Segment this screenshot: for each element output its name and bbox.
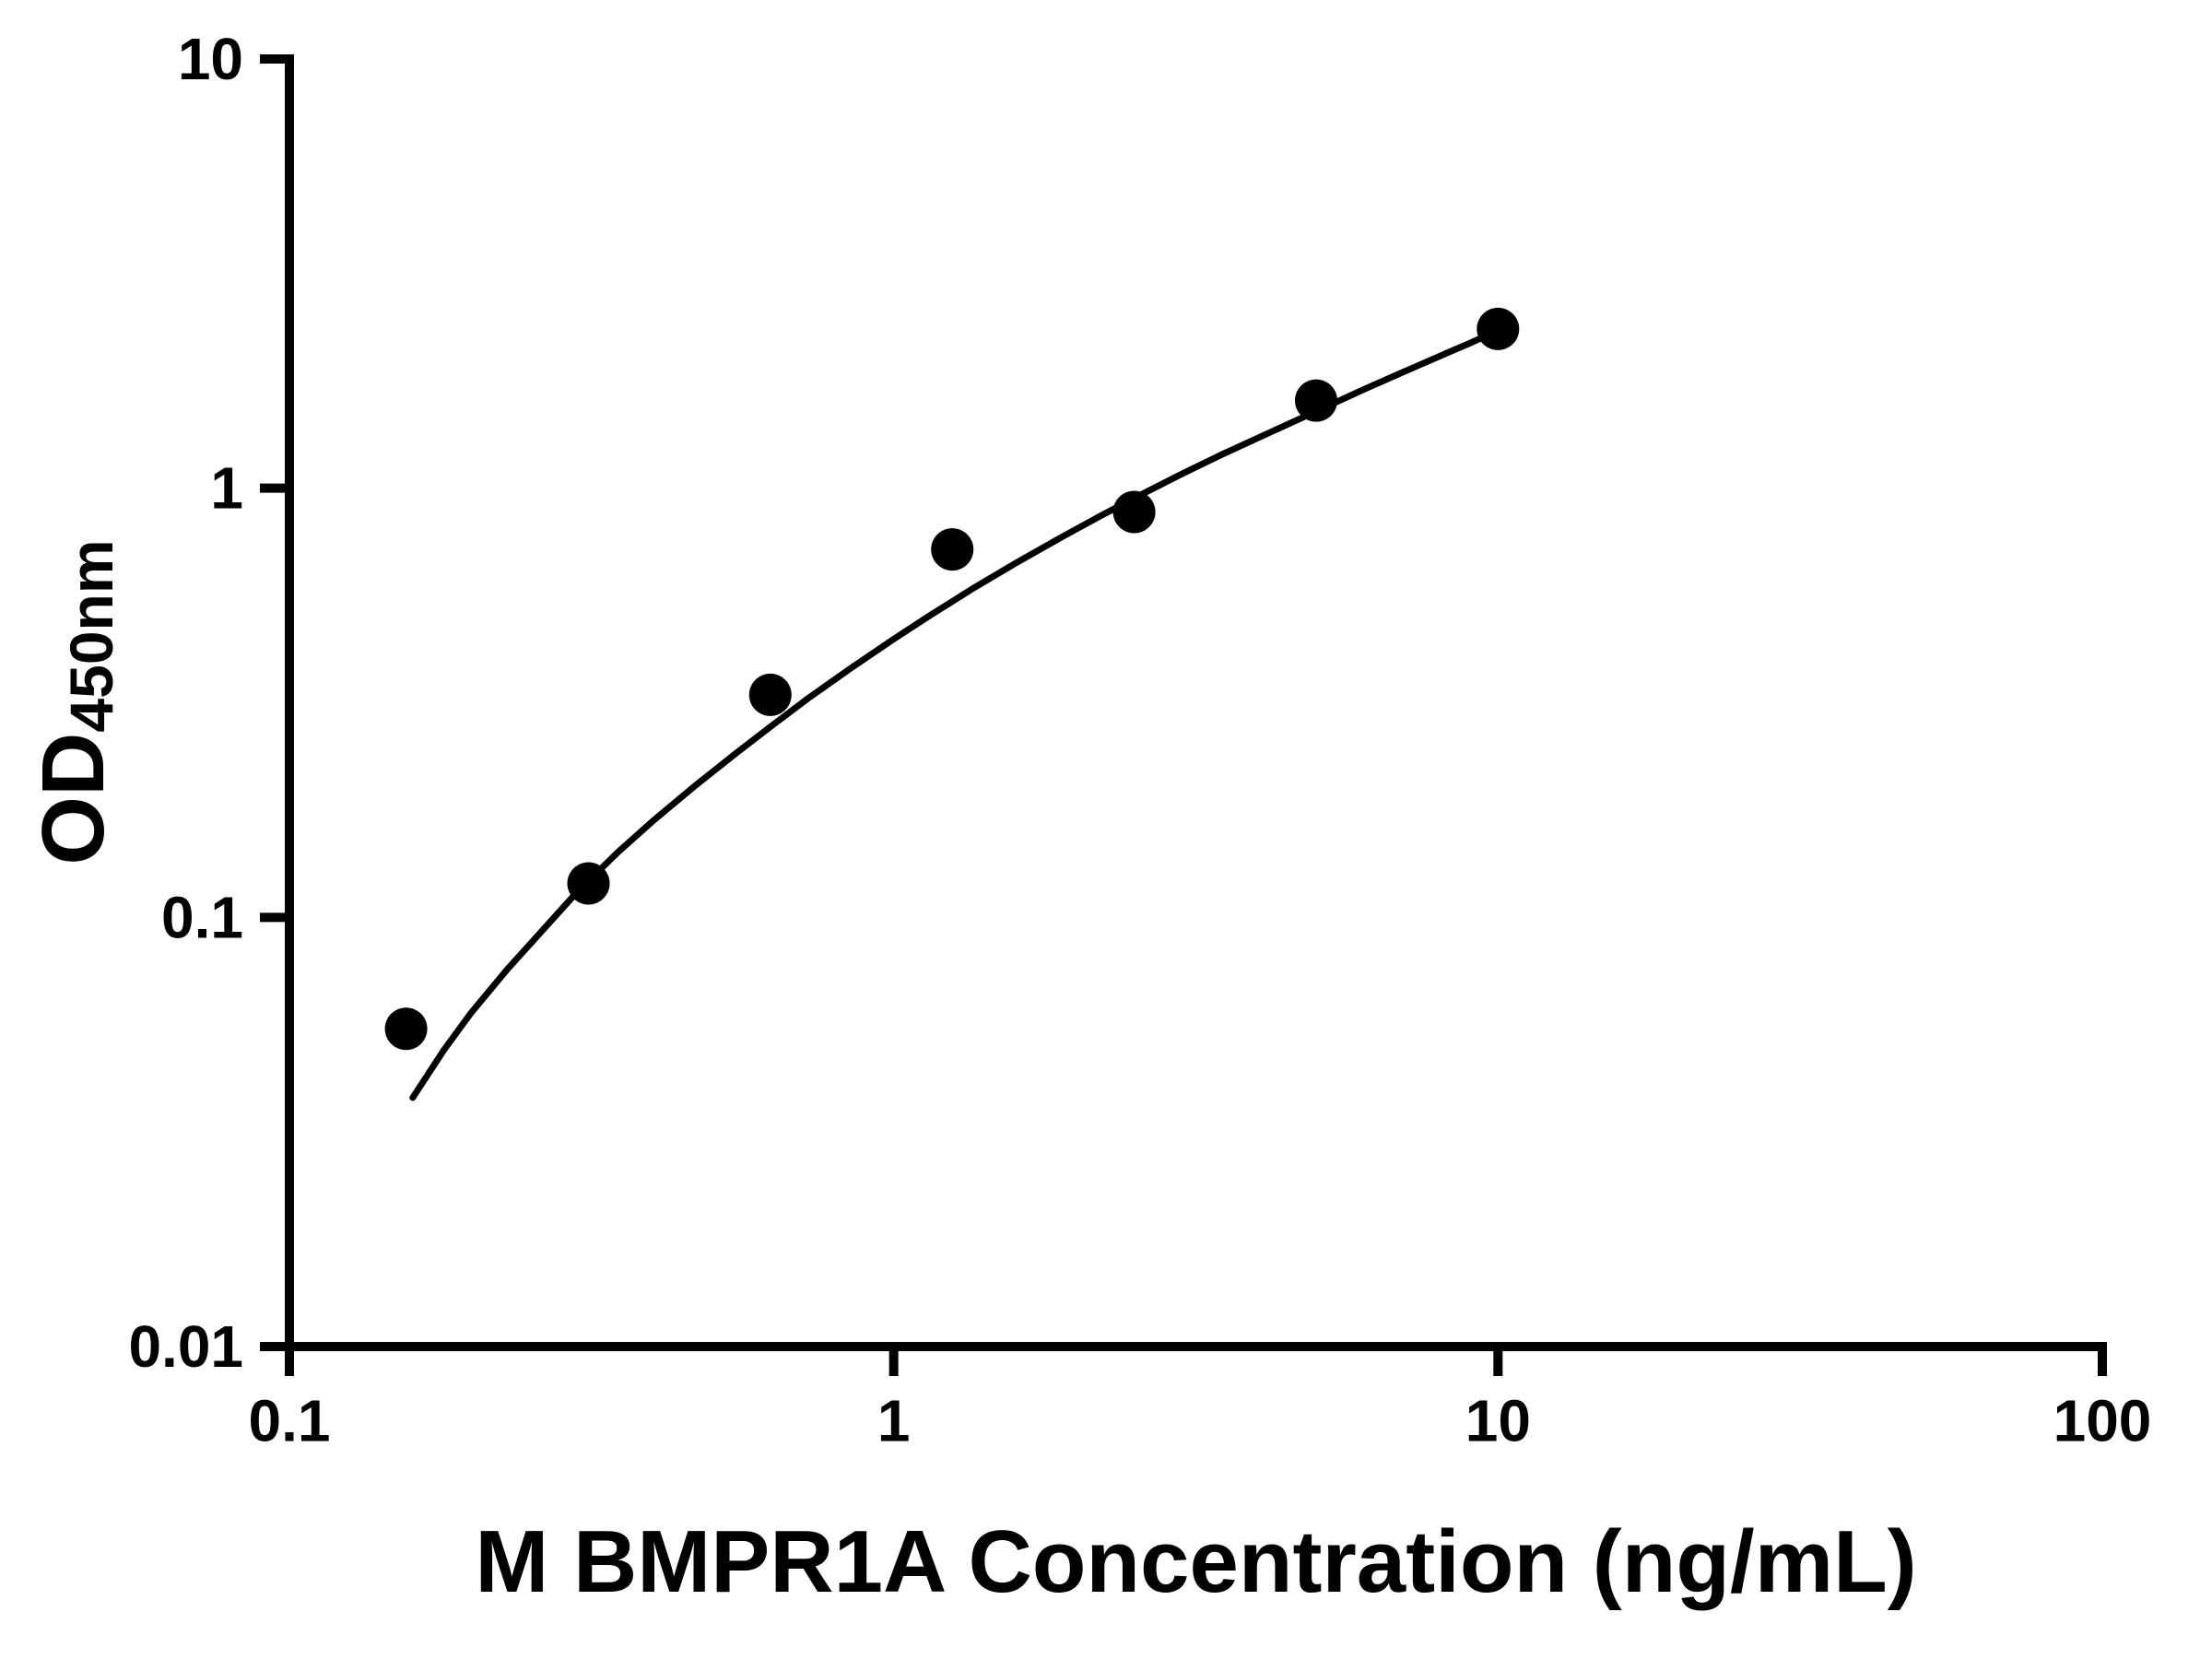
y-axis-title: OD450nm xyxy=(18,0,129,1412)
y-axis-title-subscript: 450nm xyxy=(57,539,125,733)
data-point xyxy=(1295,379,1337,422)
data-point xyxy=(384,1007,428,1051)
fit-curve xyxy=(409,327,1501,1101)
data-point xyxy=(1477,307,1520,350)
x-axis-tick-label: 100 xyxy=(2053,1387,2152,1453)
x-axis-title: M BMPR1A Concentration (ng/mL) xyxy=(475,1512,1917,1611)
y-axis-tick-label: 0.01 xyxy=(128,1313,243,1380)
data-point xyxy=(748,673,792,716)
y-axis-tick-label: 1 xyxy=(210,455,243,522)
axes-lines xyxy=(285,54,2107,1351)
y-axis-title-main: OD xyxy=(24,732,123,865)
x-axis-tick-label: 0.1 xyxy=(249,1387,331,1453)
data-point xyxy=(567,862,610,905)
y-axis-tick-label: 10 xyxy=(178,26,243,92)
x-axis-tick-label: 1 xyxy=(877,1387,911,1453)
x-axis-tick-label: 10 xyxy=(1465,1387,1531,1453)
y-axis-tick-label: 0.1 xyxy=(161,884,243,950)
data-point xyxy=(1112,490,1156,534)
data-point xyxy=(931,528,974,571)
